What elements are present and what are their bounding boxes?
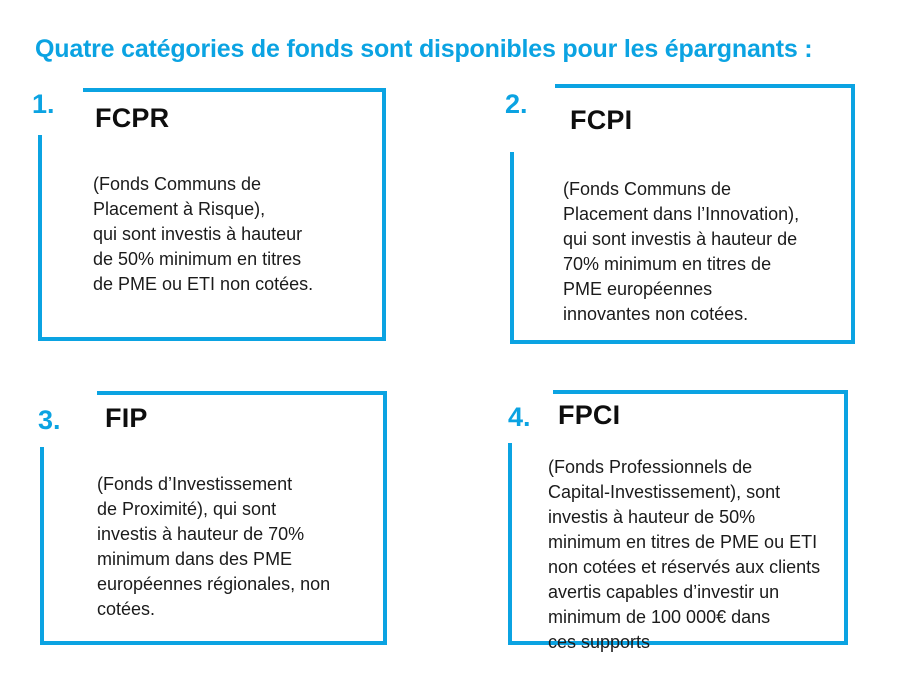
fund-description: (Fonds Professionnels de Capital-Investi…	[548, 457, 821, 652]
border-bottom-line	[510, 340, 855, 344]
border-right-line	[844, 390, 848, 645]
border-top-line	[83, 88, 386, 92]
fund-box-fcpi: 2. FCPI (Fonds Communs de Placement dans…	[505, 84, 855, 344]
fund-box-fcpr: 1. FCPR (Fonds Communs de Placement à Ri…	[32, 88, 386, 341]
border-top-line	[555, 84, 855, 88]
fund-description: (Fonds Communs de Placement dans l’Innov…	[563, 179, 800, 324]
fund-number: 4.	[508, 402, 531, 432]
fund-box-fpci: 4. FPCI (Fonds Professionnels de Capital…	[508, 390, 848, 652]
fund-name: FPCI	[558, 400, 621, 430]
fund-name: FIP	[105, 403, 148, 433]
border-left-line	[40, 447, 44, 645]
border-right-line	[383, 391, 387, 645]
border-top-line	[553, 390, 848, 394]
fund-number: 3.	[38, 405, 61, 435]
border-bottom-line	[40, 641, 387, 645]
fund-name: FCPR	[95, 103, 170, 133]
border-top-line	[97, 391, 387, 395]
border-right-line	[382, 88, 386, 341]
fund-description: (Fonds d’Investissement de Proximité), q…	[97, 474, 331, 619]
fund-number: 1.	[32, 89, 55, 119]
border-right-line	[851, 84, 855, 344]
border-bottom-line	[38, 337, 386, 341]
border-left-line	[508, 443, 512, 645]
fund-description: (Fonds Communs de Placement à Risque), q…	[93, 174, 314, 294]
border-left-line	[510, 152, 514, 344]
border-left-line	[38, 135, 42, 341]
fund-name: FCPI	[570, 105, 633, 135]
fund-box-fip: 3. FIP (Fonds d’Investissement de Proxim…	[38, 391, 387, 645]
border-bottom-line	[508, 641, 848, 645]
page-title: Quatre catégories de fonds sont disponib…	[35, 34, 813, 63]
fund-number: 2.	[505, 89, 528, 119]
